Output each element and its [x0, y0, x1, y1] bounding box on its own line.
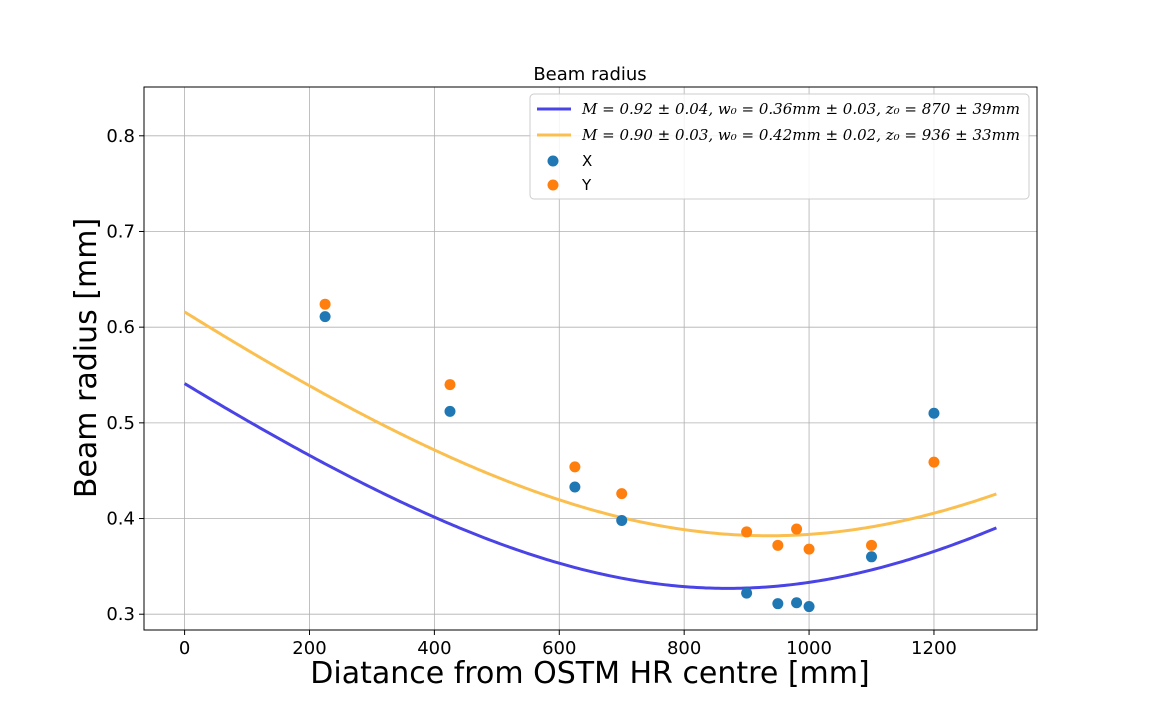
y-tick-label: 0.5 [106, 413, 135, 434]
data-point-y [319, 298, 331, 310]
data-point-x [616, 514, 628, 526]
plot-frame [143, 86, 1038, 631]
legend-x-marker [547, 155, 559, 167]
data-point-y [791, 523, 803, 535]
x-tick-label: 800 [667, 638, 701, 659]
data-point-y [803, 543, 815, 555]
data-point-x [866, 551, 878, 563]
y-tick-label: 0.3 [106, 604, 135, 625]
x-tick-label: 0 [179, 638, 190, 659]
x-axis-title: Diatance from OSTM HR centre [mm] [310, 656, 869, 691]
legend: M = 0.92 ± 0.04, w₀ = 0.36mm ± 0.03, z₀ … [529, 93, 1030, 200]
data-point-y [866, 539, 878, 551]
fit-curve-1 [183, 382, 997, 590]
data-point-x [928, 407, 940, 419]
data-point-y [928, 456, 940, 468]
legend-x-label: X [582, 152, 592, 170]
data-point-y [772, 539, 784, 551]
data-points [319, 298, 940, 613]
legend-y-marker [547, 179, 559, 191]
y-tick-label: 0.6 [106, 317, 135, 338]
legend-box [529, 93, 1030, 200]
data-point-y [569, 461, 581, 473]
fit-curve-2 [183, 310, 997, 538]
x-tick-label: 1000 [786, 638, 832, 659]
legend-fit2-label: M = 0.90 ± 0.03, w₀ = 0.42mm ± 0.02, z₀ … [581, 126, 1020, 144]
data-point-x [319, 311, 331, 323]
x-tick-label: 600 [542, 638, 576, 659]
y-tick-label: 0.7 [106, 221, 135, 242]
y-tick-label: 0.4 [106, 509, 135, 530]
data-point-x [791, 597, 803, 609]
chart-title: Beam radius [533, 64, 646, 85]
data-point-x [444, 405, 456, 417]
axis-ticks: 0 200 400 600 800 1000 1200 0.3 0.4 0.5 0.6 0.7 0.8 [106, 126, 957, 659]
data-point-x [772, 598, 784, 610]
data-point-y [444, 379, 456, 391]
grid [144, 87, 1037, 630]
fit-curves [183, 310, 997, 590]
data-point-x [803, 601, 815, 613]
y-axis-title: Beam radius [mm] [69, 218, 104, 498]
data-point-x [741, 587, 753, 599]
data-point-y [616, 488, 628, 500]
x-tick-label: 400 [417, 638, 451, 659]
x-tick-label: 200 [292, 638, 326, 659]
data-point-y [741, 526, 753, 538]
legend-y-label: Y [581, 176, 592, 194]
y-tick-label: 0.8 [106, 126, 135, 147]
data-point-x [569, 481, 581, 493]
x-tick-label: 1200 [911, 638, 957, 659]
legend-fit1-label: M = 0.92 ± 0.04, w₀ = 0.36mm ± 0.03, z₀ … [581, 100, 1020, 118]
